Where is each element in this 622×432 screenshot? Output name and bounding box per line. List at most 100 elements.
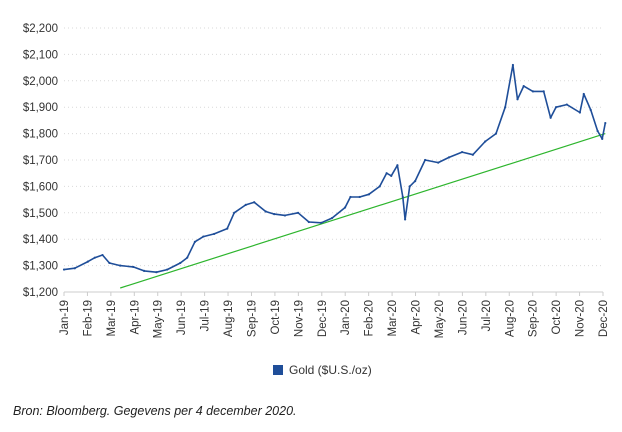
gold-price-point (155, 271, 158, 274)
gold-price-chart: $1,200 $1,300 $1,400 $1,500 $1,600 $1,700 $1,8… (23, 23, 610, 338)
gold-price-point (601, 137, 604, 140)
gold-price-point (283, 214, 287, 217)
x-tick-label: Nov-19 (293, 300, 305, 337)
gold-price-point (367, 193, 371, 196)
y-tick-label: $1,400 (23, 234, 58, 246)
gold-price-point (73, 267, 76, 270)
y-tick-label: $1,200 (23, 287, 58, 299)
x-tick-label: Jun-19 (176, 300, 188, 335)
gold-price-point (531, 90, 535, 93)
gold-price-point (179, 261, 182, 265)
gold-price-point (554, 106, 558, 109)
x-tick-label: Feb-19 (82, 300, 94, 336)
gold-price-point (424, 158, 427, 162)
gold-price-point (549, 116, 552, 119)
gold-price-point (578, 111, 582, 114)
gold-price-point (390, 174, 393, 177)
x-tick-label: Mar-20 (387, 300, 399, 336)
y-tick-label: $1,300 (23, 261, 58, 273)
x-tick-label: Jun-20 (457, 300, 469, 335)
legend-label: Gold ($U.S./oz) (289, 363, 372, 377)
x-tick-label: Nov-20 (575, 300, 587, 337)
gold-price-point (494, 132, 498, 135)
x-tick-label: Apr-20 (411, 300, 423, 335)
gold-price-point (511, 63, 515, 67)
gold-price-point (542, 90, 545, 93)
gold-price-point (408, 185, 411, 188)
series-layer (62, 63, 607, 289)
gold-price-point (343, 206, 347, 209)
x-axis-tick-labels: Jan-19 Feb-19 Mar-19 Apr-19 May-19 Jun-19 Jul-… (59, 292, 610, 338)
x-tick-label: Sep-19 (246, 300, 258, 337)
gold-price-point (471, 153, 474, 156)
x-tick-label: Oct-20 (551, 300, 563, 335)
gold-price-point (358, 195, 361, 199)
x-tick-label: May-19 (153, 300, 165, 338)
gold-price-series-line (63, 64, 607, 274)
x-tick-label: Jan-19 (59, 300, 71, 335)
gold-price-point (589, 108, 592, 111)
y-tick-label: $1,900 (23, 102, 58, 114)
x-tick-label: Mar-19 (106, 300, 118, 336)
y-tick-label: $2,100 (23, 49, 58, 61)
gold-price-point (320, 221, 323, 224)
gold-price-point (62, 268, 66, 271)
gold-price-point (166, 268, 169, 271)
gold-price-point (460, 150, 464, 154)
gold-price-point (233, 211, 236, 214)
gold-price-point (307, 220, 310, 224)
gold-price-point (296, 211, 300, 214)
gold-price-point (202, 235, 205, 238)
gold-price-point (582, 92, 585, 96)
gold-price-point (193, 240, 196, 243)
gold-price-point (522, 84, 525, 88)
x-tick-label: Aug-20 (504, 300, 516, 337)
gold-price-point (484, 140, 487, 143)
x-tick-label: May-20 (434, 300, 446, 338)
x-tick-label: Dec-19 (317, 300, 329, 337)
x-tick-label: Apr-19 (129, 300, 141, 335)
gold-price-point (132, 265, 135, 269)
gold-price-point (330, 216, 334, 220)
gold-price-point (264, 210, 267, 213)
gold-price-point (349, 195, 352, 199)
gold-price-point (504, 106, 507, 109)
gold-price-point (437, 161, 440, 164)
gold-price-point (101, 253, 104, 257)
y-tick-label: $2,000 (23, 76, 58, 88)
gold-price-point (414, 180, 417, 183)
y-tick-label: $1,500 (23, 208, 58, 220)
gold-price-point (447, 156, 451, 159)
x-tick-label: Jan-20 (340, 300, 352, 335)
x-tick-label: Jul-19 (200, 300, 212, 331)
gold-price-point (273, 213, 276, 216)
gold-price-point (244, 203, 247, 206)
x-tick-label: Sep-20 (528, 300, 540, 337)
gold-price-point (596, 129, 599, 133)
x-tick-label: Dec-20 (598, 300, 610, 337)
x-tick-label: Jul-20 (481, 300, 493, 331)
gold-price-point (142, 269, 146, 272)
gold-price-point (378, 185, 381, 188)
gold-price-point (93, 256, 96, 259)
legend: Gold ($U.S./oz) (273, 363, 372, 377)
legend-swatch (273, 365, 283, 375)
gridlines (64, 27, 603, 293)
gold-price-point (401, 195, 404, 199)
gold-price-point (385, 172, 388, 175)
y-axis-tick-labels: $1,200 $1,300 $1,400 $1,500 $1,600 $1,700 $1,8… (23, 23, 58, 299)
gold-price-point (396, 164, 399, 167)
gold-price-point (213, 232, 216, 236)
gold-price-point (516, 98, 519, 101)
gold-price-point (226, 227, 229, 230)
x-tick-label: Feb-20 (364, 300, 376, 336)
gold-price-point (119, 264, 122, 267)
x-tick-label: Aug-19 (223, 300, 235, 337)
y-tick-label: $2,200 (23, 23, 58, 35)
y-tick-label: $1,600 (23, 181, 58, 193)
gold-price-point (604, 121, 607, 125)
trend-line (120, 133, 606, 289)
gold-price-point (404, 218, 407, 221)
y-tick-label: $1,700 (23, 155, 58, 167)
gold-price-point (108, 261, 111, 265)
